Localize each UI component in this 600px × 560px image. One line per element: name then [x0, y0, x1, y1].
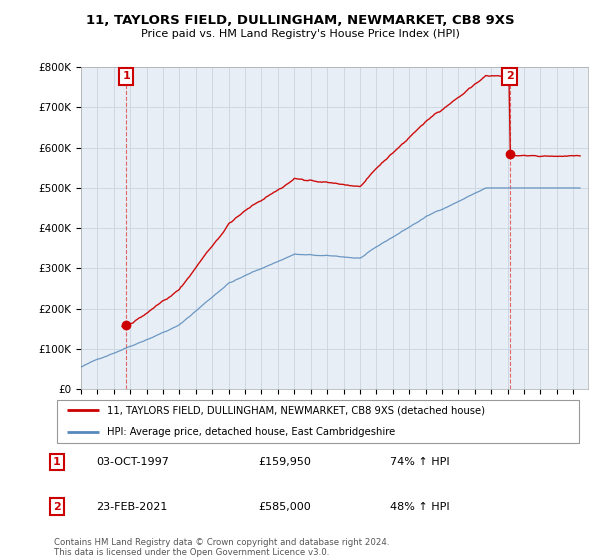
- Text: 23-FEB-2021: 23-FEB-2021: [96, 502, 167, 512]
- Text: HPI: Average price, detached house, East Cambridgeshire: HPI: Average price, detached house, East…: [107, 427, 395, 437]
- Text: 1: 1: [122, 71, 130, 81]
- FancyBboxPatch shape: [56, 400, 580, 443]
- Text: 11, TAYLORS FIELD, DULLINGHAM, NEWMARKET, CB8 9XS (detached house): 11, TAYLORS FIELD, DULLINGHAM, NEWMARKET…: [107, 405, 485, 416]
- Text: Contains HM Land Registry data © Crown copyright and database right 2024.
This d: Contains HM Land Registry data © Crown c…: [54, 538, 389, 557]
- Text: 74% ↑ HPI: 74% ↑ HPI: [390, 457, 449, 467]
- Text: 2: 2: [53, 502, 61, 512]
- Text: 2: 2: [506, 71, 514, 81]
- Text: 1: 1: [53, 457, 61, 467]
- Text: 11, TAYLORS FIELD, DULLINGHAM, NEWMARKET, CB8 9XS: 11, TAYLORS FIELD, DULLINGHAM, NEWMARKET…: [86, 14, 514, 27]
- Text: £159,950: £159,950: [258, 457, 311, 467]
- Text: £585,000: £585,000: [258, 502, 311, 512]
- Text: Price paid vs. HM Land Registry's House Price Index (HPI): Price paid vs. HM Land Registry's House …: [140, 29, 460, 39]
- Text: 03-OCT-1997: 03-OCT-1997: [96, 457, 169, 467]
- Text: 48% ↑ HPI: 48% ↑ HPI: [390, 502, 449, 512]
